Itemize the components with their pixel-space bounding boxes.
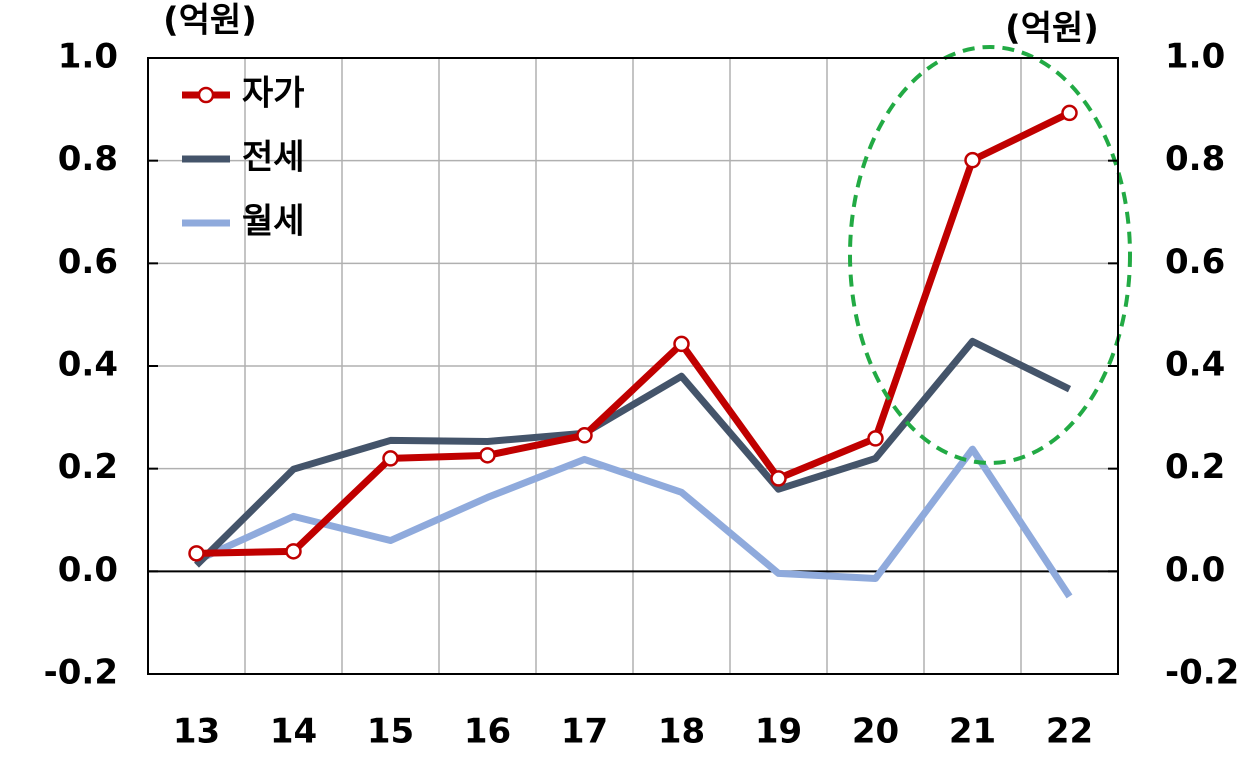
- legend-marker: [197, 86, 215, 104]
- point-marker: [770, 470, 787, 487]
- y-tick-label: 0.8: [58, 139, 118, 179]
- point-marker: [964, 151, 981, 169]
- x-tick-label: 18: [658, 712, 705, 752]
- point-marker: [382, 450, 399, 467]
- x-tick-label: 13: [173, 712, 220, 752]
- x-tick-label: 15: [367, 712, 414, 752]
- y-tick-label: 0.6: [58, 242, 118, 282]
- point-marker: [188, 545, 205, 562]
- legend-label: 자가: [242, 74, 305, 114]
- series-line: [196, 109, 1072, 557]
- x-tick-label: 14: [270, 712, 317, 752]
- y-tick-label: 0.2: [58, 447, 118, 487]
- point-marker: [576, 427, 593, 444]
- y-tick-label: -0.2: [44, 653, 118, 693]
- y2-tick-label: 0.2: [1165, 447, 1225, 487]
- x-tick-label: 17: [561, 712, 608, 752]
- x-tick-label: 16: [464, 712, 511, 752]
- point-marker: [673, 335, 690, 353]
- legend-label: 전세: [242, 138, 305, 178]
- x-tick-label: 20: [852, 712, 899, 752]
- point-marker: [1061, 104, 1078, 122]
- x-tick-label: 21: [949, 712, 996, 752]
- y-axis-label: (억원): [163, 1, 257, 41]
- point-marker: [479, 447, 496, 464]
- y2-tick-label: 0.4: [1165, 345, 1225, 385]
- y-tick-label: 0.0: [58, 550, 118, 590]
- y2-tick-label: 1.0: [1165, 37, 1225, 77]
- y2-tick-label: 0.8: [1165, 139, 1225, 179]
- y-tick-label: 1.0: [58, 37, 118, 77]
- highlight-ellipse: [848, 45, 1132, 465]
- y-tick-label: 0.4: [58, 345, 118, 385]
- point-marker: [867, 430, 884, 447]
- series-line: [194, 337, 1072, 568]
- point-marker: [285, 543, 302, 560]
- series-line: [195, 445, 1073, 599]
- y2-tick-label: 0.6: [1165, 242, 1225, 282]
- legend-label: 월세: [242, 202, 305, 242]
- y2-tick-label: -0.2: [1165, 653, 1239, 693]
- x-tick-label: 22: [1046, 712, 1093, 752]
- y2-axis-label: (억원): [1005, 9, 1099, 49]
- x-tick-label: 19: [755, 712, 802, 752]
- y2-tick-label: 0.0: [1165, 550, 1225, 590]
